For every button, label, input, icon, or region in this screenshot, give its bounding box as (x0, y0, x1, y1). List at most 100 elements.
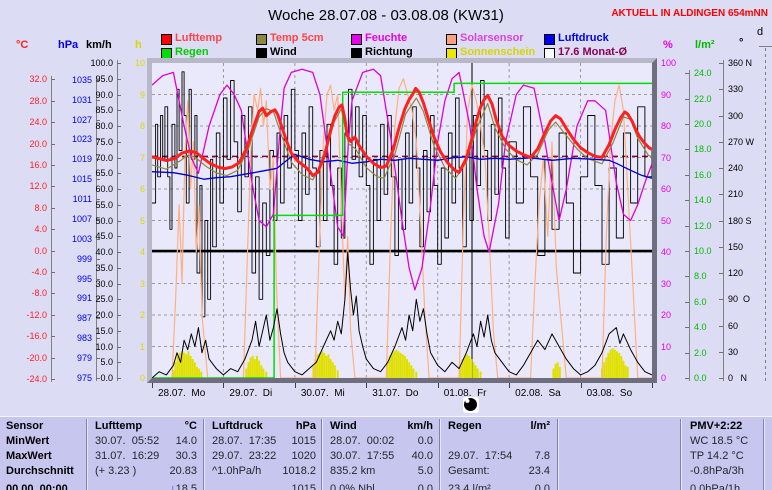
celsius-tick-label: 20.0 (29, 138, 47, 149)
sunshine-bar (265, 371, 268, 378)
kmh-tick-label: 85.0 (95, 105, 113, 116)
table-cell: ^1.0hPa/h (212, 465, 262, 477)
celsius-tick-label: -4.0 (31, 266, 47, 277)
sunshine-bar (611, 348, 614, 378)
new-moon-icon (463, 397, 479, 413)
weather-chart (151, 63, 653, 379)
x-axis-tick (437, 383, 439, 388)
degree-tick-label: 150 (728, 241, 744, 252)
celsius-tick-label: -20.0 (26, 352, 47, 363)
degree-tick (719, 89, 723, 90)
lm2-tick (685, 99, 689, 100)
table-cell: 0.0 (534, 483, 550, 490)
celsius-tick (51, 208, 55, 209)
table-row-header: MinWert (6, 435, 50, 447)
hpa-tick-label: 995 (76, 273, 92, 284)
table-cell: Gesamt: (448, 465, 490, 477)
sunshine-bar (399, 352, 402, 378)
hpa-tick-label: 987 (76, 313, 92, 324)
sunshine-bar (325, 355, 328, 378)
table-row-header: 00.00 00:00 (6, 483, 68, 490)
lm2-tick-label: 22.0 (694, 93, 712, 104)
hpa-tick (96, 378, 100, 379)
sunshine-bar (406, 359, 408, 378)
sunshine-bar (189, 355, 192, 378)
unit-kmh: km/h (86, 39, 112, 51)
percent-tick-label: 10 (661, 341, 672, 352)
sunshine-bar (474, 365, 477, 378)
table-cell: 14.0 (175, 435, 197, 447)
celsius-tick (51, 358, 55, 359)
table-cell: 29.07. 23:22 (212, 450, 277, 462)
table-cell: 1015 (291, 483, 316, 490)
hpa-axis-line (96, 76, 97, 381)
table-cell: 30.07. 05:52 (95, 435, 160, 447)
table-cell: 0.0 (417, 483, 433, 490)
x-axis-day-label: 30.07. Mi (300, 388, 345, 399)
hpa-tick-label: 991 (76, 293, 92, 304)
kmh-tick (117, 362, 121, 363)
kmh-tick-label: 5.0 (100, 357, 113, 368)
kmh-tick-label: 20.0 (95, 310, 113, 320)
sunshine-bar (613, 349, 616, 378)
table-col-unit: km/h (407, 420, 433, 432)
unit-hours: h (135, 39, 142, 51)
sunshine-bar (183, 352, 186, 378)
sunshine-bar (466, 354, 468, 378)
table-divider (557, 419, 559, 490)
hpa-tick (96, 80, 100, 81)
degree-tick (719, 352, 723, 353)
celsius-tick (51, 272, 55, 273)
kmh-tick-label: 30.0 (95, 278, 113, 289)
sunshine-bar (260, 365, 263, 378)
hpa-tick-label: 999 (76, 253, 92, 264)
series-feuchte (151, 68, 653, 291)
table-col-unit: l/m² (530, 420, 550, 432)
sunshine-bar (196, 366, 198, 378)
sunshine-bar (253, 359, 256, 378)
percent-tick-label: 100 (661, 58, 677, 68)
percent-tick-label: 60 (661, 184, 672, 194)
kmh-tick (117, 299, 121, 300)
table-divider (680, 419, 682, 490)
lm2-tick-label: 12.0 (694, 220, 712, 231)
lm2-tick (685, 327, 689, 328)
hpa-tick (96, 338, 100, 339)
series-lufttemp (151, 86, 653, 178)
sunshine-bar (331, 362, 334, 378)
hpa-tick-label: 1015 (71, 174, 92, 185)
degree-tick-label: 330 (728, 84, 744, 95)
unit-lm2: l/m² (695, 39, 715, 51)
hpa-tick (96, 239, 100, 240)
lm2-tick-label: 8.0 (694, 271, 707, 282)
table-row-header: Durchschnitt (6, 465, 74, 477)
sunshine-bar (329, 359, 332, 378)
sunshine-bar (616, 351, 618, 378)
lm2-tick (685, 276, 689, 277)
table-divider (321, 419, 323, 490)
sunshine-bar (336, 370, 339, 378)
lm2-tick-label: 2.0 (694, 347, 707, 358)
lm2-tick-label: 10.0 (694, 246, 712, 256)
lm2-tick-label: 20.0 (694, 119, 712, 129)
celsius-tick (51, 186, 55, 187)
table-cell: 0.0% Nbl (330, 483, 375, 490)
sunshine-bar (552, 368, 555, 378)
hpa-tick-label: 1035 (71, 74, 92, 85)
table-row-header: Sensor (6, 420, 44, 432)
sunshine-bar (461, 359, 464, 378)
hpa-tick (96, 139, 100, 140)
d-axis-line (765, 48, 766, 381)
hpa-tick (96, 179, 100, 180)
sunshine-bar (558, 366, 561, 378)
sunshine-bar (318, 352, 321, 378)
celsius-tick-label: 16.0 (29, 159, 47, 170)
celsius-tick-label: 24.0 (29, 117, 47, 128)
table-cell: WC 18.5 °C (690, 435, 749, 447)
unit-degree: ° (739, 37, 744, 49)
celsius-tick (51, 336, 55, 337)
lm2-tick-label: 24.0 (694, 68, 712, 79)
table-cell: 1015 (291, 435, 316, 447)
sunshine-bar (262, 368, 265, 378)
degree-tick (719, 326, 723, 327)
